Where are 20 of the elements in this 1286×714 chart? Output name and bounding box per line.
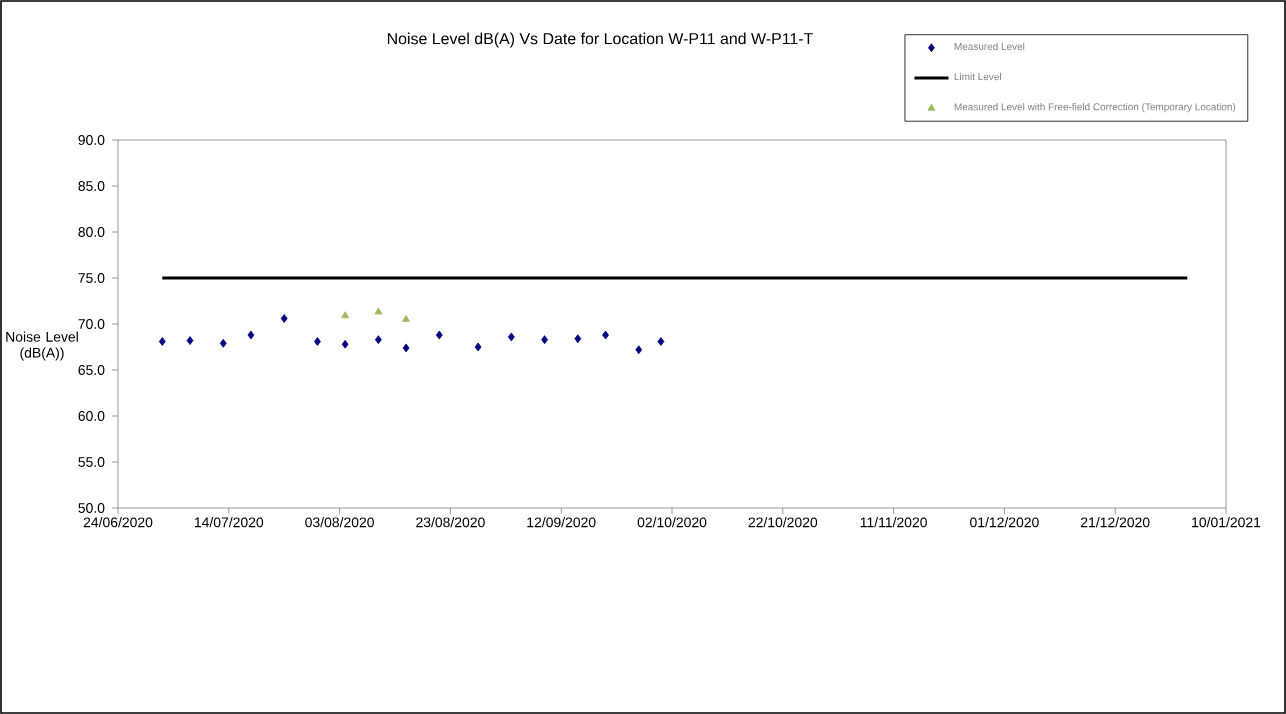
point xyxy=(435,330,443,340)
point xyxy=(186,336,194,345)
point xyxy=(402,315,410,322)
point xyxy=(402,343,410,353)
point xyxy=(280,314,288,323)
point xyxy=(158,337,166,346)
point xyxy=(341,311,350,319)
point xyxy=(314,337,321,346)
point xyxy=(635,345,643,355)
point xyxy=(247,330,255,340)
point xyxy=(657,337,665,346)
point xyxy=(602,330,609,340)
point xyxy=(374,307,383,315)
point xyxy=(219,338,227,348)
point xyxy=(341,339,349,349)
point xyxy=(474,342,482,352)
point xyxy=(507,332,515,342)
point xyxy=(541,335,548,345)
point xyxy=(374,335,382,345)
point xyxy=(574,334,582,344)
